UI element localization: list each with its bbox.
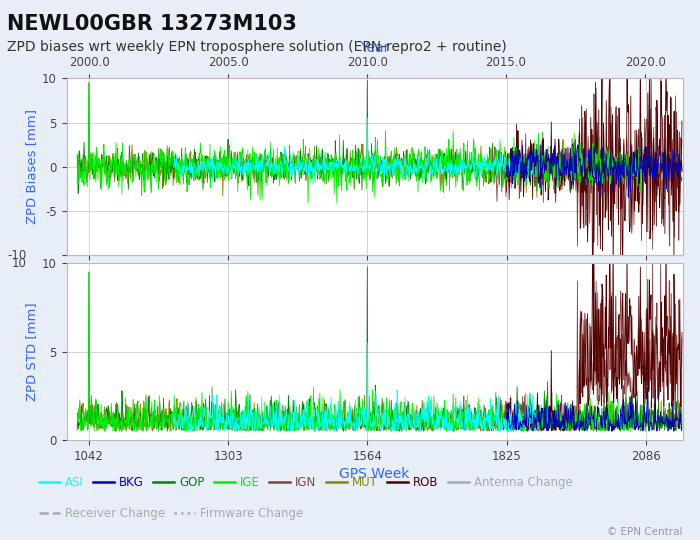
Legend: Receiver Change, Firmware Change: Receiver Change, Firmware Change — [34, 502, 308, 524]
Text: 10: 10 — [12, 256, 27, 270]
Text: NEWL00GBR 13273M103: NEWL00GBR 13273M103 — [7, 14, 297, 33]
Text: ZPD biases wrt weekly EPN troposphere solution (EPN-repro2 + routine): ZPD biases wrt weekly EPN troposphere so… — [7, 40, 507, 55]
X-axis label: Year: Year — [360, 41, 389, 55]
X-axis label: GPS Week: GPS Week — [340, 467, 410, 481]
Legend: ASI, BKG, GOP, IGE, IGN, MUT, ROB, Antenna Change: ASI, BKG, GOP, IGE, IGN, MUT, ROB, Anten… — [34, 471, 578, 494]
Text: © EPN Central: © EPN Central — [607, 527, 682, 537]
Text: -10: -10 — [7, 248, 27, 262]
Y-axis label: ZPD STD [mm]: ZPD STD [mm] — [25, 302, 38, 401]
Y-axis label: ZPD Biases [mm]: ZPD Biases [mm] — [25, 109, 38, 224]
